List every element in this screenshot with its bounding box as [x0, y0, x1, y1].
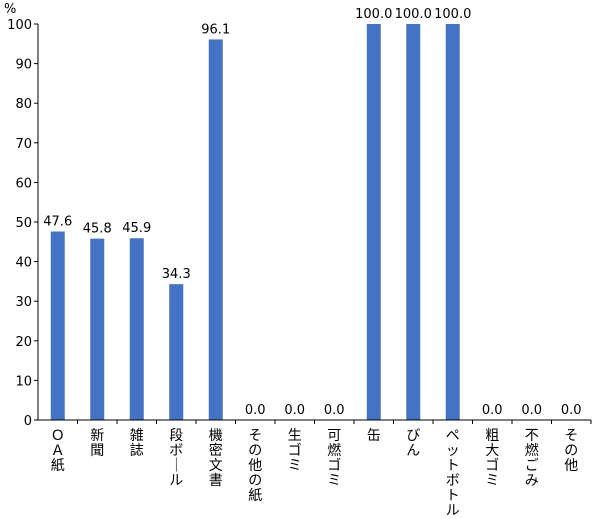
category-label: 機密文書 — [209, 428, 223, 489]
data-label: 0.0 — [482, 403, 503, 418]
data-label: 0.0 — [284, 403, 305, 418]
y-tick-label: 0 — [24, 414, 32, 429]
category-label: ペットボトル — [446, 428, 460, 519]
data-label: 96.1 — [201, 22, 230, 37]
data-label: 100.0 — [355, 7, 392, 22]
data-label: 0.0 — [324, 403, 345, 418]
y-tick-label: 100 — [7, 18, 32, 33]
y-tick-label: 10 — [15, 374, 32, 389]
category-label: 缶 — [367, 428, 381, 444]
category-label: 可燃ゴミ — [327, 428, 341, 489]
category-label: 生ゴミ — [288, 428, 302, 474]
data-label: 45.9 — [122, 221, 151, 236]
data-label: 45.8 — [83, 222, 112, 237]
category-label: 雑誌 — [130, 428, 144, 459]
bar — [208, 39, 223, 420]
data-label: 47.6 — [43, 215, 72, 230]
y-tick-label: 40 — [15, 256, 32, 271]
bar — [406, 24, 421, 420]
y-tick-label: 60 — [15, 176, 32, 191]
data-label: 0.0 — [561, 403, 582, 418]
data-label: 34.3 — [162, 267, 191, 282]
data-label: 0.0 — [245, 403, 266, 418]
bar — [169, 284, 184, 420]
bar — [445, 24, 460, 420]
y-tick-label: 70 — [15, 137, 32, 152]
y-tick-label: 80 — [15, 97, 32, 112]
y-tick-label: 90 — [15, 58, 32, 73]
bar — [366, 24, 381, 420]
y-tick-label: 30 — [15, 295, 32, 310]
y-tick-label: 50 — [15, 216, 32, 231]
category-label: 段ボ｜ル — [169, 428, 183, 489]
bar — [90, 238, 105, 420]
category-label: 新聞 — [90, 428, 104, 459]
category-label: 粗大ゴミ — [485, 428, 499, 489]
category-label: びん — [406, 428, 420, 459]
bars — [50, 24, 460, 420]
data-label: 0.0 — [521, 403, 542, 418]
category-label: ＯＡ紙 — [51, 428, 65, 474]
category-label: 不燃ごみ — [525, 428, 539, 489]
y-axis: 0 10 20 30 40 50 60 70 80 90 100 — [7, 18, 39, 429]
data-label: 100.0 — [434, 7, 471, 22]
data-label: 100.0 — [395, 7, 432, 22]
y-tick-label: 20 — [15, 335, 32, 350]
bar — [129, 238, 144, 420]
bar — [50, 231, 65, 420]
category-label: その他 — [564, 428, 578, 474]
category-label: その他の紙 — [248, 428, 262, 504]
y-axis-unit-label: % — [4, 2, 16, 17]
